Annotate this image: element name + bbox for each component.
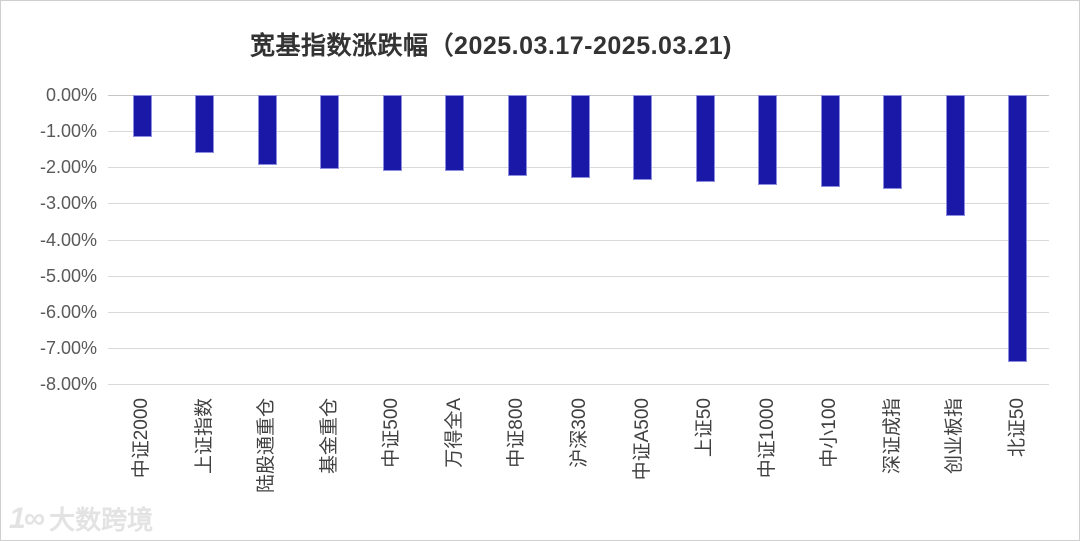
bar-上证50 [695,95,715,182]
gridline [108,239,1049,241]
x-axis-category-label: 创业板指 [944,398,966,475]
bar-中证500 [382,95,402,171]
bar-上证指数 [195,95,215,153]
x-axis-category-label: 基金重仓 [318,398,340,475]
bar-万得全A [445,95,465,171]
x-axis-category-label: 万得全A [443,398,465,468]
bar-创业板指 [945,95,965,217]
y-axis-tick-label: -5.00% [39,265,97,286]
y-axis-tick-label: -6.00% [39,301,97,322]
x-axis-category-label: 陆股通重仓 [256,398,278,494]
gridline [108,311,1049,313]
y-axis-tick-label: -1.00% [39,121,97,142]
x-axis-category-label: 上证50 [694,398,716,458]
bar-中证2000 [132,95,152,137]
y-axis-tick-label: -3.00% [39,193,97,214]
y-axis-tick-label: 0.00% [45,85,97,105]
bar-陆股通重仓 [257,95,277,166]
gridline [108,203,1049,205]
watermark: 1∞ 大数跨境 [9,500,153,537]
y-axis-tick-label: -8.00% [39,374,97,394]
x-axis-category-label: 中证A500 [631,398,653,481]
bar-沪深300 [570,95,590,179]
watermark-logo-icon: 1∞ [9,501,45,535]
gridline [108,347,1049,349]
x-axis-category-label: 沪深300 [569,398,590,468]
x-axis-category-label: 上证指数 [193,398,215,475]
bar-基金重仓 [320,95,340,170]
gridline [108,384,1049,385]
bar-深证成指 [883,95,903,189]
x-axis-category-label: 中证800 [506,398,528,468]
x-axis-category-label: 深证成指 [881,398,903,475]
y-axis-tick-label: -2.00% [39,157,97,178]
x-axis-category-label: 中证2000 [131,398,153,479]
bar-中证A500 [633,95,653,180]
x-axis-category-label: 中证500 [381,398,403,468]
gridline [108,275,1049,277]
bar-中小100 [820,95,840,188]
chart-title: 宽基指数涨跌幅（2025.03.17-2025.03.21) [250,32,732,60]
y-axis-tick-label: -7.00% [39,337,97,358]
x-axis-category-label: 北证50 [1006,398,1028,458]
bar-中证1000 [758,95,778,186]
x-axis-category-label: 中证1000 [756,398,778,479]
plot-area [108,95,1049,385]
x-axis-category-label: 中小100 [819,398,841,468]
bar-中证800 [507,95,527,177]
y-axis-tick-label: -4.00% [39,229,97,250]
watermark-text: 大数跨境 [49,505,154,535]
bar-北证50 [1008,95,1028,363]
